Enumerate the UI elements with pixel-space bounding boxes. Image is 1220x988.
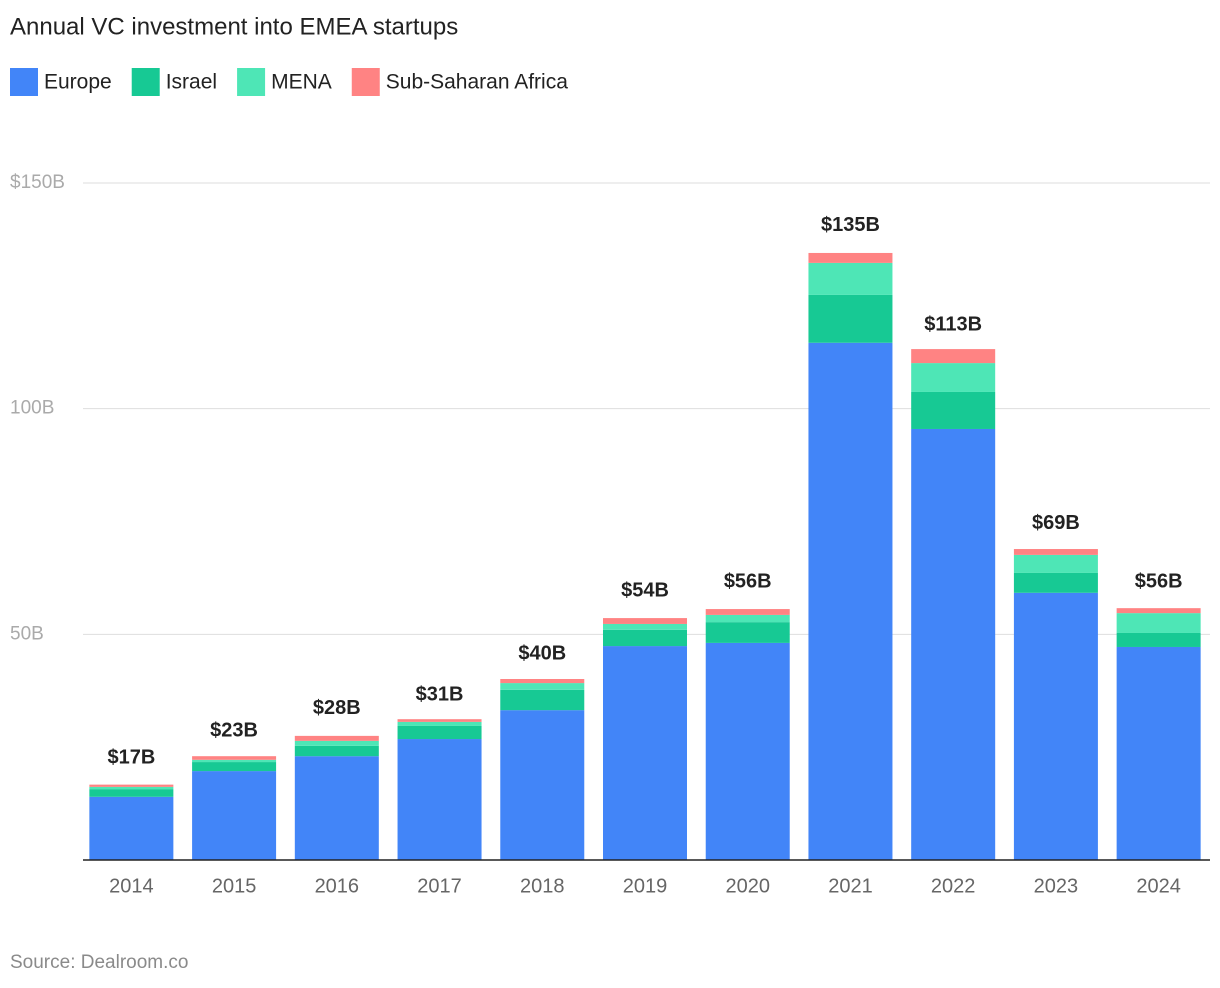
bar-segment [192, 756, 277, 760]
total-label: $54B [621, 580, 669, 602]
bar-segment [1116, 632, 1201, 647]
bar-segment [1116, 613, 1201, 633]
y-tick-label: 100B [10, 398, 54, 419]
bar-segment [1013, 554, 1098, 573]
total-label: $40B [518, 643, 566, 665]
bar-segment [500, 683, 585, 690]
total-label: $23B [210, 719, 258, 741]
chart-title: Annual VC investment into EMEA startups [10, 13, 458, 40]
bar-segment [294, 756, 379, 860]
legend-swatch [237, 68, 266, 96]
x-tick-label: 2021 [828, 875, 873, 897]
total-label: $69B [1032, 512, 1080, 534]
bar-segment [603, 618, 687, 624]
bar-segment [911, 428, 996, 860]
bar-segment [192, 759, 277, 763]
legend-label: MENA [271, 71, 332, 94]
legend-swatch [351, 68, 380, 96]
y-tick-label: 50B [10, 623, 44, 644]
bar-segment [1116, 646, 1201, 860]
bar-segment [808, 342, 893, 861]
total-label: $28B [313, 697, 361, 719]
legend-label: Europe [44, 71, 112, 94]
x-tick-label: 2015 [212, 875, 257, 897]
legend-swatch [131, 68, 160, 96]
x-tick-label: 2023 [1034, 875, 1079, 897]
bar-segment [603, 646, 687, 860]
bar-segment [911, 391, 996, 429]
x-tick-label: 2018 [520, 875, 565, 897]
bar-segment [911, 349, 996, 364]
total-label: $17B [107, 747, 155, 769]
bar-segment [705, 622, 790, 643]
total-label: $113B [924, 313, 982, 335]
bar-segment [1116, 608, 1201, 614]
bar-segment [1013, 549, 1098, 555]
bar-segment [397, 719, 482, 722]
legend-swatch [10, 68, 38, 96]
bar-segment [808, 262, 893, 295]
legend-label: Sub-Saharan Africa [386, 71, 568, 94]
bar-segment [911, 363, 996, 392]
x-tick-label: 2022 [931, 875, 976, 897]
bar-segment [500, 710, 585, 860]
bar-segment [89, 789, 174, 797]
bar-segment [1013, 572, 1098, 593]
bar-segment [397, 739, 482, 860]
bar-segment [89, 786, 174, 790]
y-tick-label: $150B [10, 172, 65, 193]
bar-segment [89, 796, 174, 860]
x-tick-label: 2020 [725, 875, 770, 897]
total-label: $31B [416, 683, 464, 705]
bar-segment [603, 629, 687, 647]
bar-segment [808, 294, 893, 343]
bar-segment [294, 735, 379, 741]
bar-segment [500, 689, 585, 711]
bar-segment [192, 771, 277, 860]
bar-segment [1013, 592, 1098, 860]
bar-segment [397, 725, 482, 740]
bar-segment [705, 642, 790, 860]
bar-segment [294, 745, 379, 757]
bar-segment [89, 784, 174, 787]
bar-segment [705, 609, 790, 615]
total-label: $56B [724, 571, 772, 593]
bar-segment [500, 679, 585, 684]
bar-segment [397, 721, 482, 726]
total-label: $56B [1135, 571, 1183, 593]
legend-label: Israel [166, 71, 217, 94]
x-tick-label: 2019 [623, 875, 668, 897]
x-tick-label: 2016 [315, 875, 360, 897]
x-tick-label: 2024 [1136, 875, 1181, 897]
x-tick-label: 2014 [109, 875, 154, 897]
bar-segment [294, 740, 379, 746]
bar-segment [603, 623, 687, 630]
source: Source: Dealroom.co [10, 952, 188, 973]
bar-segment [192, 762, 277, 772]
total-label: $135B [821, 214, 880, 236]
x-tick-label: 2017 [417, 875, 462, 897]
bar-segment [808, 252, 893, 263]
bar-segment [705, 614, 790, 623]
